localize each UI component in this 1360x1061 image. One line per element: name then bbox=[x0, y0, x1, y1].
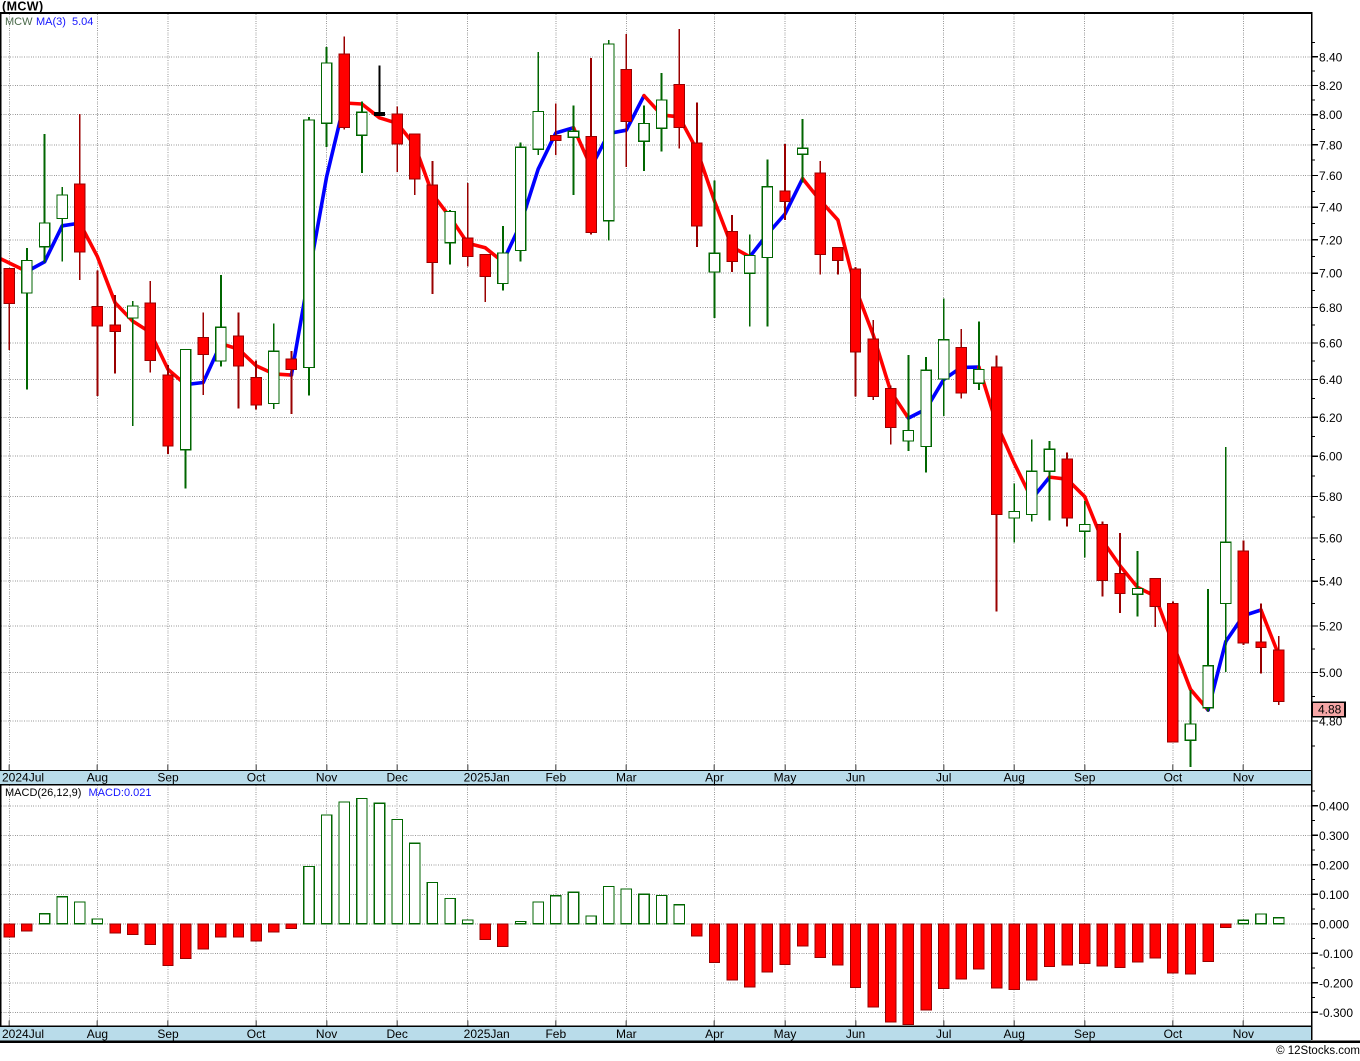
svg-text:6.20: 6.20 bbox=[1319, 411, 1343, 425]
svg-text:5.40: 5.40 bbox=[1319, 575, 1343, 589]
svg-text:5.04: 5.04 bbox=[72, 16, 93, 28]
svg-text:8.00: 8.00 bbox=[1319, 108, 1343, 122]
svg-text:MCW: MCW bbox=[5, 16, 33, 28]
svg-text:Oct: Oct bbox=[247, 771, 266, 785]
svg-text:© 12Stocks.com: © 12Stocks.com bbox=[1276, 1045, 1360, 1056]
svg-text:6.00: 6.00 bbox=[1319, 450, 1343, 464]
svg-text:8.20: 8.20 bbox=[1319, 79, 1343, 93]
svg-text:7.60: 7.60 bbox=[1319, 169, 1343, 183]
svg-text:Nov: Nov bbox=[316, 1027, 337, 1041]
svg-text:Mar: Mar bbox=[616, 1027, 637, 1041]
svg-text:7.00: 7.00 bbox=[1319, 267, 1343, 281]
svg-text:Nov: Nov bbox=[316, 771, 337, 785]
svg-text:Oct: Oct bbox=[1164, 771, 1183, 785]
svg-text:MACD:0.021: MACD:0.021 bbox=[89, 787, 152, 799]
svg-text:6.60: 6.60 bbox=[1319, 337, 1343, 351]
svg-text:-0.200: -0.200 bbox=[1319, 976, 1353, 990]
svg-text:Sep: Sep bbox=[157, 1027, 179, 1041]
svg-text:Aug: Aug bbox=[87, 1027, 108, 1041]
svg-text:-0.100: -0.100 bbox=[1319, 947, 1353, 961]
svg-text:MA(3): MA(3) bbox=[36, 16, 66, 28]
svg-text:6.40: 6.40 bbox=[1319, 373, 1343, 387]
svg-text:Dec: Dec bbox=[387, 1027, 408, 1041]
svg-text:7.20: 7.20 bbox=[1319, 233, 1343, 247]
svg-text:0.400: 0.400 bbox=[1319, 799, 1349, 813]
svg-text:(MCW): (MCW) bbox=[2, 0, 44, 14]
svg-text:May: May bbox=[774, 771, 797, 785]
svg-text:Mar: Mar bbox=[616, 771, 637, 785]
svg-text:Jun: Jun bbox=[846, 771, 865, 785]
svg-text:Nov: Nov bbox=[1233, 1027, 1254, 1041]
svg-text:Sep: Sep bbox=[1074, 1027, 1096, 1041]
svg-text:Apr: Apr bbox=[705, 771, 724, 785]
svg-text:Jul: Jul bbox=[936, 771, 951, 785]
svg-text:2024Jul: 2024Jul bbox=[2, 1027, 44, 1041]
svg-text:Jul: Jul bbox=[936, 1027, 951, 1041]
svg-text:Aug: Aug bbox=[87, 771, 108, 785]
svg-text:-0.300: -0.300 bbox=[1319, 1006, 1353, 1020]
svg-text:May: May bbox=[774, 1027, 797, 1041]
svg-text:Sep: Sep bbox=[1074, 771, 1096, 785]
svg-text:0.200: 0.200 bbox=[1319, 858, 1349, 872]
svg-text:2025Jan: 2025Jan bbox=[464, 771, 510, 785]
svg-text:Sep: Sep bbox=[157, 771, 179, 785]
svg-text:8.40: 8.40 bbox=[1319, 50, 1343, 64]
svg-text:MACD(26,12,9): MACD(26,12,9) bbox=[5, 787, 81, 799]
svg-text:2025Jan: 2025Jan bbox=[464, 1027, 510, 1041]
svg-text:7.40: 7.40 bbox=[1319, 201, 1343, 215]
svg-text:5.00: 5.00 bbox=[1319, 666, 1343, 680]
svg-text:Feb: Feb bbox=[545, 1027, 566, 1041]
svg-text:4.88: 4.88 bbox=[1318, 703, 1342, 717]
svg-text:Aug: Aug bbox=[1004, 771, 1025, 785]
svg-text:Oct: Oct bbox=[247, 1027, 266, 1041]
svg-text:0.300: 0.300 bbox=[1319, 829, 1349, 843]
svg-text:0.100: 0.100 bbox=[1319, 888, 1349, 902]
svg-text:5.60: 5.60 bbox=[1319, 532, 1343, 546]
svg-text:6.80: 6.80 bbox=[1319, 301, 1343, 315]
svg-text:5.20: 5.20 bbox=[1319, 620, 1343, 634]
svg-text:2024Jul: 2024Jul bbox=[2, 771, 44, 785]
svg-text:Aug: Aug bbox=[1004, 1027, 1025, 1041]
svg-text:Nov: Nov bbox=[1233, 771, 1254, 785]
svg-text:4.80: 4.80 bbox=[1319, 715, 1343, 729]
svg-text:5.80: 5.80 bbox=[1319, 490, 1343, 504]
svg-text:0.000: 0.000 bbox=[1319, 917, 1349, 931]
svg-text:Apr: Apr bbox=[705, 1027, 724, 1041]
svg-text:Dec: Dec bbox=[387, 771, 408, 785]
svg-text:Oct: Oct bbox=[1164, 1027, 1183, 1041]
svg-text:Feb: Feb bbox=[545, 771, 566, 785]
svg-text:Jun: Jun bbox=[846, 1027, 865, 1041]
svg-text:7.80: 7.80 bbox=[1319, 138, 1343, 152]
